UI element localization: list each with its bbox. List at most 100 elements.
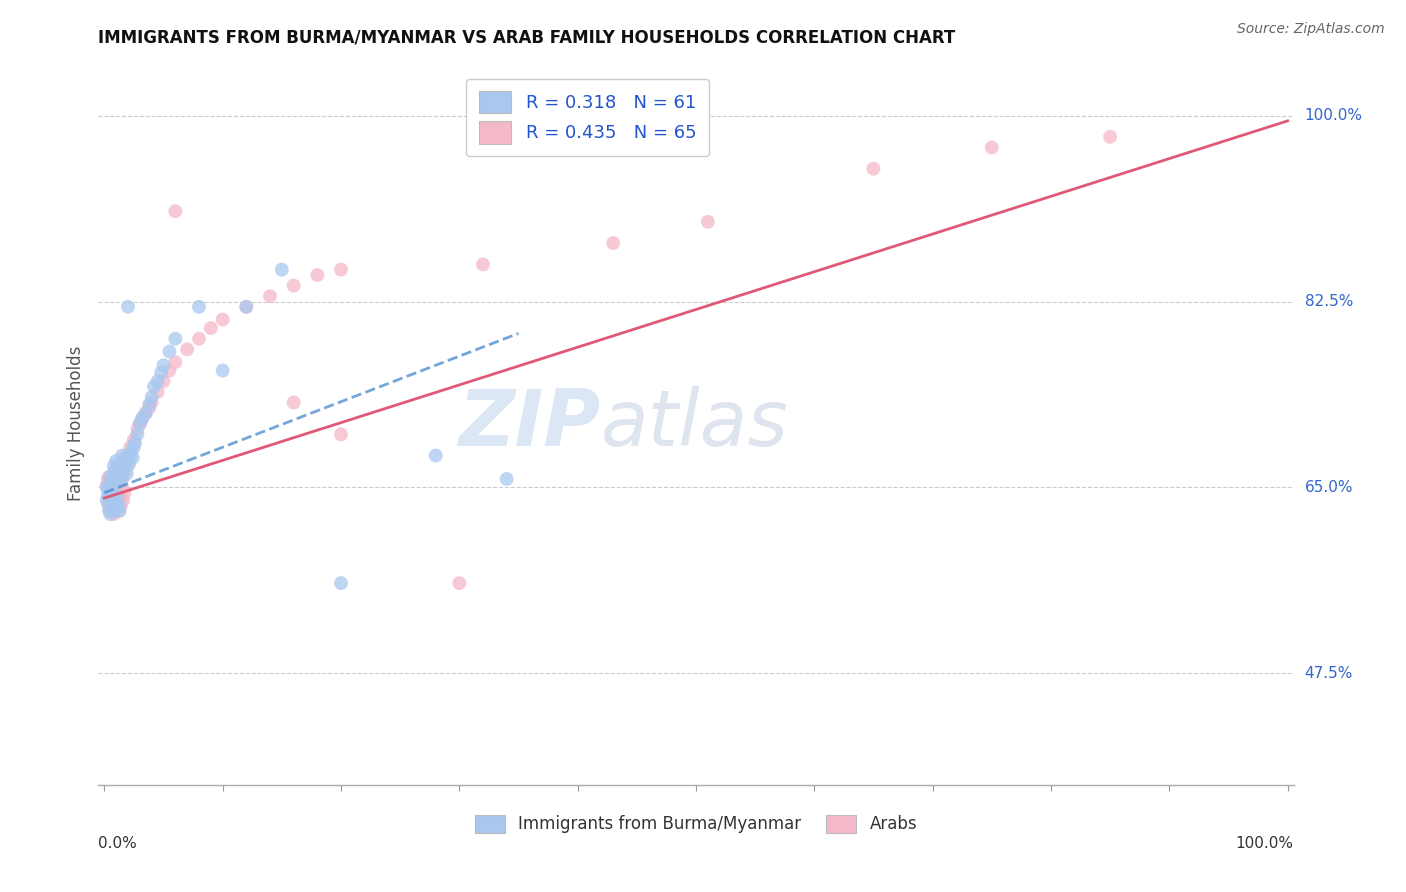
Point bbox=[141, 390, 163, 404]
Point bbox=[108, 465, 131, 479]
Point bbox=[101, 489, 124, 503]
Point bbox=[127, 422, 149, 436]
Point bbox=[107, 475, 129, 490]
Point bbox=[146, 384, 169, 399]
Point bbox=[105, 470, 128, 484]
Point bbox=[111, 472, 134, 486]
Point bbox=[330, 262, 353, 277]
Point bbox=[107, 499, 129, 513]
Point bbox=[108, 504, 131, 518]
Point bbox=[124, 435, 146, 450]
Point bbox=[114, 465, 136, 479]
Text: Source: ZipAtlas.com: Source: ZipAtlas.com bbox=[1237, 22, 1385, 37]
Point bbox=[165, 355, 187, 369]
Point bbox=[114, 459, 136, 474]
Point bbox=[128, 417, 150, 431]
Point bbox=[117, 449, 139, 463]
Text: 47.5%: 47.5% bbox=[1305, 666, 1353, 681]
Point bbox=[101, 467, 124, 482]
Point bbox=[980, 140, 1002, 154]
Point bbox=[103, 459, 125, 474]
Point bbox=[98, 483, 121, 497]
Text: 100.0%: 100.0% bbox=[1305, 108, 1362, 123]
Point bbox=[188, 300, 211, 314]
Text: 100.0%: 100.0% bbox=[1236, 836, 1294, 851]
Point bbox=[103, 472, 125, 486]
Point bbox=[112, 493, 135, 508]
Point bbox=[97, 489, 120, 503]
Point bbox=[100, 496, 122, 510]
Point bbox=[121, 443, 143, 458]
Point bbox=[330, 427, 353, 442]
Point bbox=[100, 475, 122, 490]
Point bbox=[117, 300, 139, 314]
Point bbox=[97, 472, 120, 486]
Point bbox=[135, 406, 157, 420]
Point bbox=[107, 504, 129, 518]
Y-axis label: Family Households: Family Households bbox=[66, 346, 84, 501]
Point bbox=[157, 363, 180, 377]
Point bbox=[115, 459, 138, 474]
Point bbox=[495, 472, 517, 486]
Point bbox=[105, 454, 128, 468]
Point bbox=[200, 321, 222, 335]
Point bbox=[112, 465, 135, 479]
Point bbox=[862, 161, 884, 176]
Text: atlas: atlas bbox=[600, 385, 789, 462]
Point bbox=[120, 449, 142, 463]
Point bbox=[114, 454, 136, 468]
Point bbox=[103, 504, 125, 518]
Point bbox=[135, 406, 157, 420]
Point bbox=[270, 262, 292, 277]
Point bbox=[176, 343, 198, 357]
Point bbox=[157, 344, 180, 359]
Point bbox=[104, 500, 127, 514]
Point bbox=[472, 257, 495, 271]
Point bbox=[97, 496, 120, 510]
Point bbox=[105, 485, 128, 500]
Point bbox=[188, 332, 211, 346]
Point bbox=[165, 332, 187, 346]
Point bbox=[98, 478, 121, 492]
Point bbox=[138, 401, 160, 415]
Point bbox=[98, 488, 121, 502]
Text: 82.5%: 82.5% bbox=[1305, 294, 1353, 309]
Text: 65.0%: 65.0% bbox=[1305, 480, 1353, 495]
Point bbox=[98, 504, 121, 518]
Point bbox=[330, 576, 353, 591]
Point bbox=[104, 467, 127, 482]
Point bbox=[307, 268, 329, 282]
Point bbox=[100, 475, 122, 490]
Legend: Immigrants from Burma/Myanmar, Arabs: Immigrants from Burma/Myanmar, Arabs bbox=[467, 806, 925, 842]
Point bbox=[127, 427, 149, 442]
Point bbox=[131, 411, 153, 425]
Point bbox=[98, 501, 121, 516]
Point bbox=[449, 576, 471, 591]
Point bbox=[100, 500, 122, 514]
Point bbox=[101, 491, 124, 505]
Point bbox=[165, 204, 187, 219]
Point bbox=[131, 411, 153, 425]
Point bbox=[98, 507, 121, 521]
Point bbox=[103, 480, 125, 494]
Point bbox=[105, 495, 128, 509]
Point bbox=[211, 312, 233, 326]
Point bbox=[108, 465, 131, 479]
Point bbox=[111, 480, 134, 494]
Text: IMMIGRANTS FROM BURMA/MYANMAR VS ARAB FAMILY HOUSEHOLDS CORRELATION CHART: IMMIGRANTS FROM BURMA/MYANMAR VS ARAB FA… bbox=[98, 29, 956, 47]
Point bbox=[146, 374, 169, 388]
Point bbox=[138, 398, 160, 412]
Point bbox=[117, 450, 139, 465]
Point bbox=[111, 449, 134, 463]
Point bbox=[235, 300, 257, 314]
Point bbox=[122, 433, 145, 447]
Point bbox=[104, 501, 127, 516]
Point bbox=[152, 374, 174, 388]
Point bbox=[283, 278, 305, 293]
Point bbox=[235, 300, 257, 314]
Point bbox=[105, 496, 128, 510]
Point bbox=[1099, 129, 1122, 144]
Point bbox=[141, 395, 163, 409]
Point bbox=[108, 491, 131, 505]
Point bbox=[115, 467, 138, 481]
